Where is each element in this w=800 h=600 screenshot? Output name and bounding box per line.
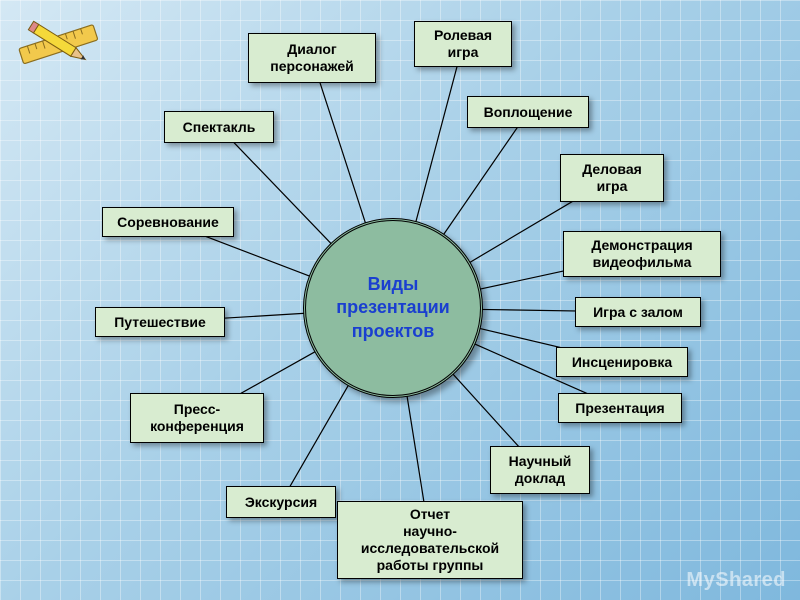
node-spectacle: Спектакль xyxy=(164,111,274,143)
node-excursion: Экскурсия xyxy=(226,486,336,518)
node-journey: Путешествие xyxy=(95,307,225,337)
connector-excursion xyxy=(283,384,349,499)
node-report: Отчет научно- исследовательской работы г… xyxy=(337,501,523,579)
node-staging: Инсценировка xyxy=(556,347,688,377)
connector-dialog xyxy=(314,63,366,225)
node-competition: Соревнование xyxy=(102,207,234,237)
connector-role_play xyxy=(416,48,462,222)
node-embodiment: Воплощение xyxy=(467,96,589,128)
node-hall_game: Игра с залом xyxy=(575,297,701,327)
node-science: Научный доклад xyxy=(490,446,590,494)
connector-spectacle xyxy=(221,129,332,244)
node-press: Пресс- конференция xyxy=(130,393,264,443)
node-dialog: Диалог персонажей xyxy=(248,33,376,83)
node-presentation: Презентация xyxy=(558,393,682,423)
node-demo: Демонстрация видеофильма xyxy=(563,231,721,277)
connector-embodiment xyxy=(443,115,526,236)
diagram-canvas: Виды презентации проектов Диалог персона… xyxy=(0,0,800,600)
node-role_play: Ролевая игра xyxy=(414,21,512,67)
center-label: Виды презентации проектов xyxy=(336,273,450,343)
center-node: Виды презентации проектов xyxy=(303,218,483,398)
node-business: Деловая игра xyxy=(560,154,664,202)
